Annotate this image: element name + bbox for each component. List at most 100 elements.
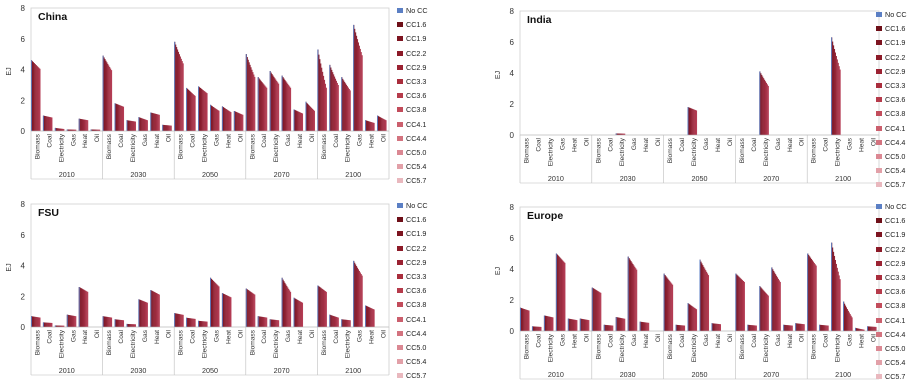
bar-nocc bbox=[329, 64, 331, 131]
bar-slice bbox=[45, 116, 47, 131]
bar-slice bbox=[809, 256, 811, 331]
bar-slice bbox=[140, 117, 142, 131]
x-tick-label: Oil bbox=[381, 133, 388, 142]
bar-slice bbox=[574, 319, 576, 331]
bar-slice bbox=[58, 325, 60, 327]
legend-label: CC2.9 bbox=[406, 257, 427, 267]
y-tick-label: 2 bbox=[510, 296, 515, 305]
bar-slice bbox=[836, 267, 838, 331]
legend-label: CC3.3 bbox=[885, 273, 906, 282]
bar-slice bbox=[761, 74, 763, 135]
bar-slice bbox=[294, 109, 296, 131]
bar-slice bbox=[274, 78, 276, 131]
bar-slice bbox=[210, 105, 213, 131]
bar-slice bbox=[775, 275, 778, 331]
bar-slice bbox=[814, 264, 816, 331]
bar-nocc bbox=[341, 77, 343, 131]
x-group-label: 2050 bbox=[692, 174, 708, 183]
bar-slice bbox=[249, 291, 251, 327]
bar-slice bbox=[749, 324, 751, 331]
bar-slice bbox=[142, 300, 144, 327]
bar-slice bbox=[640, 321, 642, 331]
legend-label: CC5.4 bbox=[885, 166, 906, 176]
bar-slice bbox=[617, 317, 619, 331]
bar-slice bbox=[380, 117, 382, 131]
bar-slice bbox=[189, 318, 191, 327]
bar-slice bbox=[296, 110, 298, 131]
bar-slice bbox=[348, 320, 350, 327]
bar-slice bbox=[282, 77, 284, 131]
legend-swatch bbox=[397, 330, 403, 336]
bar-nocc bbox=[126, 120, 128, 131]
bar-slice bbox=[839, 69, 841, 135]
bar-slice bbox=[107, 63, 109, 131]
legend-item: CC3.3 bbox=[876, 273, 905, 282]
x-tick-label: Oil bbox=[727, 137, 734, 146]
x-tick-label: Heat bbox=[715, 138, 722, 152]
bar-slice bbox=[109, 67, 111, 131]
bar-nocc bbox=[711, 323, 713, 331]
bar-slice bbox=[154, 292, 156, 327]
bar-slice bbox=[751, 325, 753, 331]
bar-slice bbox=[604, 324, 606, 331]
bar-slice bbox=[287, 287, 289, 327]
bar-slice bbox=[581, 318, 583, 331]
bar-slice bbox=[624, 318, 626, 331]
bar-slice bbox=[122, 106, 125, 131]
bar-slice bbox=[815, 265, 817, 331]
bar-slice bbox=[143, 301, 146, 327]
bar-slice bbox=[203, 321, 205, 327]
bar-slice bbox=[672, 284, 674, 331]
bar-slice bbox=[44, 116, 46, 131]
bar-slice bbox=[344, 81, 346, 131]
bar-slice bbox=[332, 315, 334, 327]
bar-slice bbox=[348, 89, 350, 131]
bar-slice bbox=[51, 117, 53, 131]
legend-item: CC1.6 bbox=[876, 216, 905, 225]
bar-slice bbox=[714, 323, 716, 331]
bar-slice bbox=[612, 325, 614, 331]
bar-slice bbox=[35, 316, 37, 327]
bar-slice bbox=[860, 329, 862, 331]
legend-label: No CC bbox=[885, 202, 907, 211]
bar-slice bbox=[718, 323, 720, 331]
bar-slice bbox=[247, 59, 249, 131]
bar-slice bbox=[155, 293, 158, 327]
bar-slice bbox=[156, 293, 158, 327]
bar-slice bbox=[691, 305, 693, 331]
bar-slice bbox=[140, 300, 142, 327]
bar-slice bbox=[736, 274, 738, 331]
bar-slice bbox=[323, 79, 326, 131]
legend-label: CC3.3 bbox=[406, 272, 427, 281]
legend-swatch bbox=[397, 107, 403, 113]
x-tick-label: Heat bbox=[154, 330, 161, 344]
x-tick-label: Coal bbox=[607, 137, 614, 151]
legend-label: CC3.8 bbox=[406, 105, 427, 115]
bar-slice bbox=[110, 317, 112, 327]
y-axis-label: EJ bbox=[495, 267, 502, 275]
bar-slice bbox=[251, 69, 253, 131]
bar-slice bbox=[875, 326, 877, 331]
bar-slice bbox=[80, 288, 82, 327]
bar-nocc bbox=[150, 112, 152, 131]
bar-slice bbox=[844, 303, 846, 331]
x-tick-label: Gas bbox=[70, 329, 77, 342]
bar-slice bbox=[334, 316, 337, 327]
bar-slice bbox=[532, 326, 535, 331]
bar-slice bbox=[194, 318, 196, 327]
bar-slice bbox=[826, 325, 828, 331]
bar-nocc bbox=[735, 273, 737, 331]
bar-slice bbox=[46, 116, 48, 131]
legend-label: CC1.6 bbox=[406, 20, 427, 30]
legend-swatch bbox=[876, 331, 882, 337]
x-tick-label: Gas bbox=[142, 133, 149, 146]
x-tick-label: Heat bbox=[82, 330, 89, 344]
legend-swatch bbox=[876, 374, 882, 380]
bar-slice bbox=[175, 313, 177, 327]
bar-slice bbox=[618, 133, 620, 135]
legend-swatch bbox=[876, 12, 882, 17]
bar-nocc bbox=[353, 260, 355, 327]
bar-slice bbox=[695, 110, 697, 135]
bar-slice bbox=[370, 122, 372, 131]
bar-slice bbox=[808, 254, 810, 331]
